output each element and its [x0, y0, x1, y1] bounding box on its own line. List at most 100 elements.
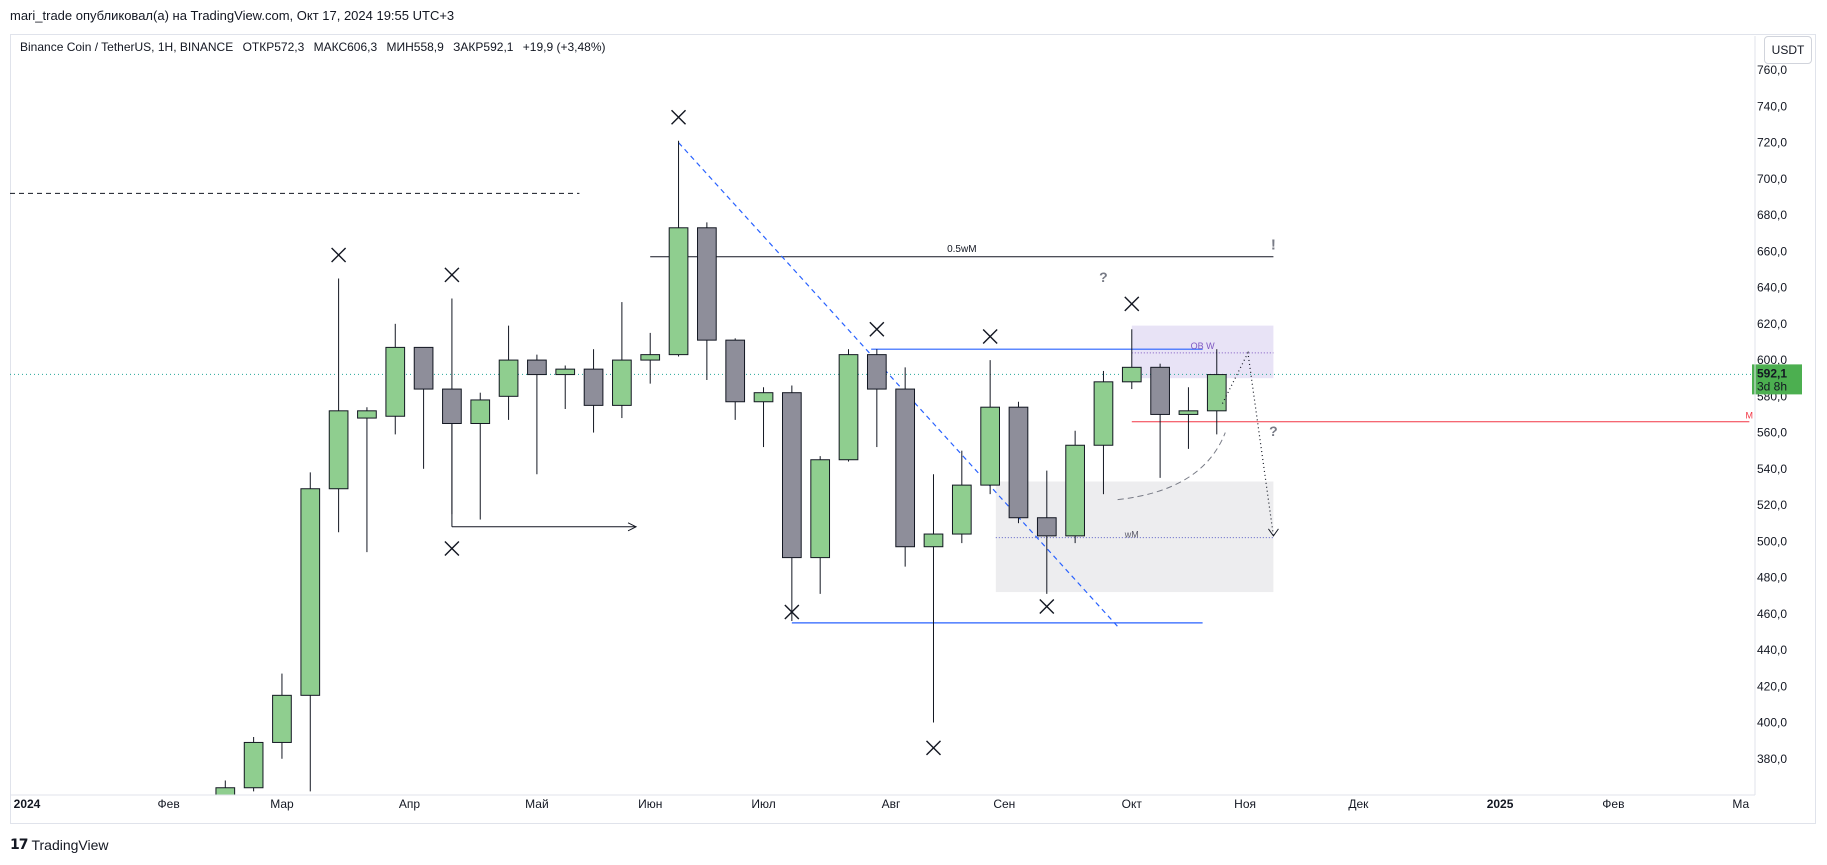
candle-body	[725, 339, 746, 403]
trend-dashed-line	[678, 142, 1119, 627]
candle	[470, 392, 491, 520]
legend-low: МИН558,9	[386, 40, 444, 54]
x-marker-stroke	[925, 740, 941, 756]
label-exclaim: !	[1271, 237, 1276, 254]
candle-body	[413, 346, 434, 390]
candle-body	[810, 459, 831, 559]
annotation-back-layer	[10, 142, 1755, 627]
x-marker-stroke	[1124, 296, 1140, 312]
legend-high: МАКС606,3	[313, 40, 378, 54]
x-tick-label: Ноя	[1234, 797, 1256, 811]
x-tick-label: Апр	[399, 797, 421, 811]
legend-symbol: Binance Coin / TetherUS, 1H, BINANCE	[20, 40, 234, 54]
x-marker-stroke	[869, 321, 885, 337]
x-tick-label: Авг	[882, 797, 901, 811]
candle	[1121, 329, 1142, 390]
y-tick-label: 400,0	[1757, 716, 1787, 730]
y-tick-label: 560,0	[1757, 426, 1787, 440]
candle	[810, 456, 831, 594]
candle	[668, 140, 689, 357]
candle	[328, 278, 349, 533]
candle-body	[357, 410, 377, 419]
candle-body	[470, 399, 491, 425]
y-tick-label: 460,0	[1757, 607, 1787, 621]
x-tick-label: Мар	[270, 797, 294, 811]
candle	[838, 349, 859, 462]
candle-body	[583, 368, 604, 406]
candle	[951, 450, 972, 544]
x-marker	[784, 604, 800, 620]
candle-body	[1008, 406, 1029, 519]
projection-curve	[1117, 432, 1226, 501]
candle	[1206, 349, 1227, 435]
x-tick-label: Сен	[993, 797, 1015, 811]
chart-frame[interactable]	[10, 34, 1816, 824]
x-tick-label: Июл	[751, 797, 775, 811]
price-tag-box	[1752, 364, 1802, 395]
x-tick-label: Окт	[1122, 797, 1143, 811]
candle-body	[1178, 410, 1199, 415]
candle-body	[951, 484, 972, 535]
y-tick-label: 380,0	[1757, 752, 1787, 766]
y-tick-label: 680,0	[1757, 208, 1787, 222]
x-tick-label: Май	[525, 797, 549, 811]
footer-brand[interactable]: 𝟭𝟳 TradingView	[10, 836, 109, 853]
candle-body	[640, 354, 661, 361]
legend-change: +19,9 (+3,48%)	[522, 40, 606, 54]
y-tick-label: 540,0	[1757, 462, 1787, 476]
x-tick-label: Ма	[1732, 797, 1749, 811]
candle-body	[555, 368, 576, 376]
candle-body	[838, 354, 859, 461]
x-marker	[982, 329, 998, 345]
x-marker	[925, 740, 941, 756]
candle	[442, 298, 462, 515]
candle	[782, 385, 802, 622]
x-tick-label: Дек	[1348, 797, 1369, 811]
candle-body	[753, 392, 774, 403]
candle	[866, 349, 887, 448]
candle-body	[328, 410, 349, 490]
candle-body	[1036, 517, 1057, 537]
x-marker	[1124, 296, 1140, 312]
candle-body	[300, 488, 321, 696]
x-marker-stroke	[444, 267, 460, 283]
price-tag-value: 592,1	[1757, 366, 1787, 380]
candle	[527, 354, 547, 475]
y-tick-label: 500,0	[1757, 534, 1787, 548]
projection-arrowhead	[1268, 528, 1279, 537]
candle-body	[442, 388, 462, 425]
x-marker-stroke	[1039, 599, 1055, 615]
y-tick-label: 760,0	[1757, 63, 1787, 77]
x-tick-label: Июн	[638, 797, 662, 811]
candle-body	[1121, 366, 1142, 383]
label-wm: wM	[1124, 530, 1139, 540]
currency-button[interactable]: USDT	[1764, 36, 1812, 64]
candle	[272, 673, 292, 759]
y-tick-label: 660,0	[1757, 244, 1787, 258]
y-tick-label: 620,0	[1757, 317, 1787, 331]
x-marker	[444, 541, 460, 557]
candle-body	[243, 741, 264, 789]
candle-body	[895, 388, 916, 548]
candle	[385, 323, 406, 435]
price-tag-countdown: 3d 8h	[1757, 379, 1787, 393]
x-tick-label: Фев	[1602, 797, 1624, 811]
candle	[498, 325, 519, 420]
candle	[1178, 387, 1199, 449]
tradingview-logo-icon: 𝟭𝟳	[10, 836, 29, 852]
candle-body	[866, 354, 887, 390]
x-marker-stroke	[784, 604, 800, 620]
legend-close: ЗАКР592,1	[453, 40, 514, 54]
wm-zone	[995, 481, 1274, 593]
x-tick-label: 2025	[1487, 797, 1514, 811]
candle	[1065, 430, 1085, 544]
y-tick-label: 440,0	[1757, 643, 1787, 657]
x-marker-stroke	[671, 109, 687, 125]
label-red-level: M	[1746, 411, 1754, 421]
x-marker	[444, 267, 460, 283]
label-05wm: 0.5wM	[947, 244, 976, 255]
x-marker	[869, 321, 885, 337]
candle	[697, 222, 717, 381]
candle	[583, 349, 604, 433]
